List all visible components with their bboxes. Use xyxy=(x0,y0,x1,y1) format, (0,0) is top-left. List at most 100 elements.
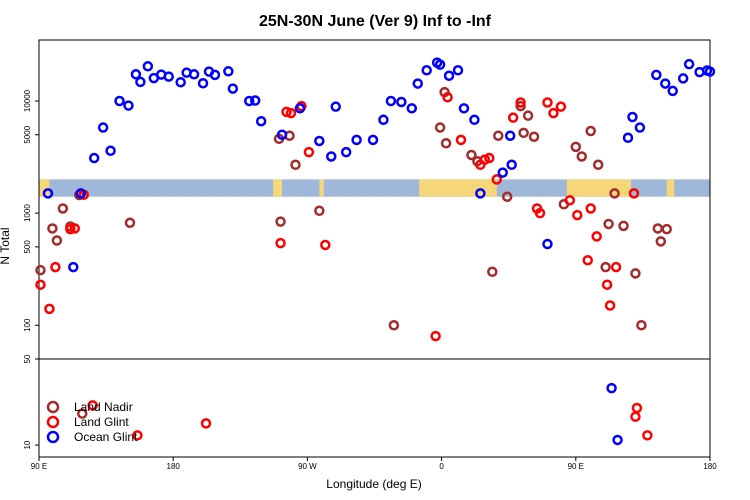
land-nadir-point xyxy=(76,408,88,419)
y-axis-label: N Total xyxy=(0,227,12,264)
land-glint-point xyxy=(303,146,315,158)
legend-label-land-glint: Land Glint xyxy=(74,415,129,429)
land-glint-point xyxy=(591,231,602,242)
ocean-glint-point xyxy=(175,76,186,88)
land-nadir-point xyxy=(487,266,498,278)
land-glint-point xyxy=(610,261,622,273)
ocean-glint-point xyxy=(651,69,662,81)
data-band xyxy=(39,179,710,197)
land-nadir-point xyxy=(585,125,596,137)
ocean-glint-point xyxy=(683,58,695,70)
ocean-glint-point xyxy=(612,434,623,446)
chart-title: 25N-30N June (Ver 9) Inf to -Inf xyxy=(259,13,492,30)
ocean-glint-point xyxy=(97,122,109,133)
ocean-glint-point xyxy=(243,95,255,107)
land-glint-point xyxy=(69,223,81,234)
land-glint-point xyxy=(281,106,292,118)
land-nadir-point xyxy=(275,216,286,227)
land-nadir-point xyxy=(388,319,400,331)
ocean-glint-point xyxy=(188,69,200,80)
series-ocean-glint xyxy=(42,57,716,446)
land-nadir-point xyxy=(652,223,664,234)
land-nadir-point xyxy=(35,264,46,276)
x-tick-label: 0 xyxy=(439,462,444,471)
y-tick-upper-label: 5000 xyxy=(23,125,32,143)
x-tick-label: 90 E xyxy=(31,462,47,471)
x-tick-label: 180 xyxy=(703,462,717,471)
legend-marker-land-glint xyxy=(46,415,60,429)
legend-marker-ocean-glint xyxy=(46,430,60,444)
ocean-glint-point xyxy=(542,238,553,250)
land-glint-point xyxy=(285,107,297,119)
ocean-glint-point xyxy=(209,69,221,81)
land-glint-point xyxy=(50,261,61,273)
land-glint-point xyxy=(491,174,503,185)
data-points xyxy=(35,57,716,446)
land-glint-point xyxy=(87,400,98,411)
land-glint-point xyxy=(200,418,212,429)
ocean-glint-point xyxy=(105,145,116,157)
ocean-glint-point xyxy=(367,134,379,146)
ocean-glint-point xyxy=(135,76,146,88)
land-nadir-point xyxy=(618,220,629,232)
land-nadir-point xyxy=(528,131,540,142)
land-glint-point xyxy=(582,254,593,266)
land-glint-point xyxy=(507,112,519,123)
ocean-glint-point xyxy=(434,59,446,70)
land-glint-point xyxy=(631,402,643,414)
ocean-glint-point xyxy=(255,115,267,127)
land-glint-point xyxy=(564,195,576,206)
y-tick-upper-label: 100 xyxy=(23,318,32,332)
land-nadir-point xyxy=(47,223,58,234)
land-nadir-point xyxy=(493,130,504,141)
land-glint-point xyxy=(628,188,640,199)
land-nadir-point xyxy=(440,137,452,149)
land-glint-point xyxy=(534,207,546,219)
land-glint-point xyxy=(630,411,641,422)
land-glint-point xyxy=(275,237,286,249)
land-glint-point xyxy=(555,101,567,112)
land-glint-point xyxy=(542,97,553,108)
ocean-glint-point xyxy=(627,111,638,123)
x-tick-label: 90 E xyxy=(568,462,584,471)
land-nadir-point xyxy=(290,159,301,171)
ocean-glint-point xyxy=(276,129,288,141)
land-glint-point xyxy=(44,303,55,315)
land-nadir-point xyxy=(466,149,477,161)
land-nadir-point xyxy=(630,268,641,279)
ocean-glint-point xyxy=(378,114,389,126)
ocean-glint-point xyxy=(163,71,174,82)
ocean-glint-point xyxy=(351,134,362,146)
land-nadir-point xyxy=(636,319,647,331)
ocean-glint-point xyxy=(458,103,470,114)
ocean-glint-point xyxy=(75,188,87,199)
land-glint-point xyxy=(320,239,331,251)
land-nadir-point xyxy=(57,203,69,214)
ocean-glint-point xyxy=(385,95,397,107)
land-glint-point xyxy=(642,430,653,441)
land-nadir-point xyxy=(522,110,534,121)
land-nadir-point xyxy=(515,100,526,112)
x-tick-label: 180 xyxy=(167,462,181,471)
land-nadir-point xyxy=(655,236,667,247)
ocean-glint-point xyxy=(634,122,646,133)
land-glint-point xyxy=(548,107,559,119)
series-land-glint xyxy=(35,92,653,441)
land-nadir-point xyxy=(603,218,614,230)
ocean-glint-point xyxy=(294,103,306,114)
legend-marker-land-nadir xyxy=(46,400,60,414)
land-glint-point xyxy=(132,430,143,441)
land-glint-point xyxy=(515,97,526,108)
ocean-glint-point xyxy=(114,95,125,107)
x-tick-label: 90 W xyxy=(298,462,317,471)
land-nadir-point xyxy=(600,261,611,273)
ocean-glint-point xyxy=(396,96,407,108)
ocean-glint-point xyxy=(660,78,671,89)
ocean-glint-point xyxy=(452,65,464,76)
land-glint-point xyxy=(585,203,596,214)
y-tick-upper-label: 500 xyxy=(23,240,32,254)
land-glint-point xyxy=(442,92,453,103)
series-land-nadir xyxy=(35,86,673,419)
land-glint-point xyxy=(604,300,616,311)
